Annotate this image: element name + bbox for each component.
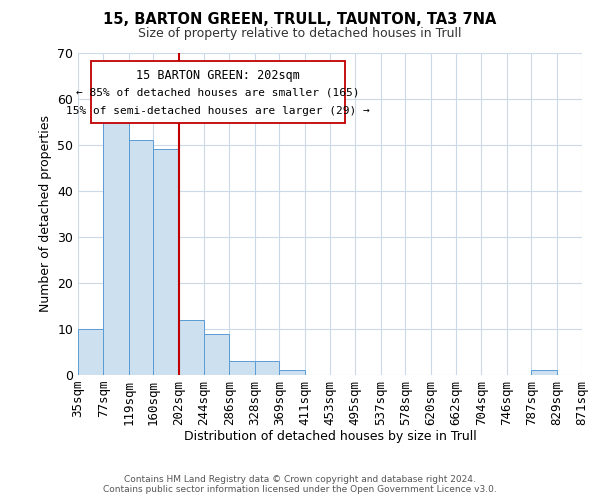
- Text: Size of property relative to detached houses in Trull: Size of property relative to detached ho…: [138, 28, 462, 40]
- Bar: [254, 361, 280, 375]
- Text: 15, BARTON GREEN, TRULL, TAUNTON, TA3 7NA: 15, BARTON GREEN, TRULL, TAUNTON, TA3 7N…: [103, 12, 497, 28]
- Bar: [179, 320, 204, 375]
- Bar: [78, 329, 103, 375]
- Text: 15% of semi-detached houses are larger (29) →: 15% of semi-detached houses are larger (…: [66, 106, 370, 116]
- X-axis label: Distribution of detached houses by size in Trull: Distribution of detached houses by size …: [184, 430, 476, 444]
- Y-axis label: Number of detached properties: Number of detached properties: [38, 116, 52, 312]
- Bar: [154, 149, 179, 375]
- Bar: [280, 370, 305, 375]
- Bar: [532, 370, 557, 375]
- Bar: [229, 361, 254, 375]
- Bar: [103, 112, 128, 375]
- Bar: [204, 334, 229, 375]
- Text: 15 BARTON GREEN: 202sqm: 15 BARTON GREEN: 202sqm: [136, 68, 300, 82]
- FancyBboxPatch shape: [91, 60, 345, 124]
- Text: ← 85% of detached houses are smaller (165): ← 85% of detached houses are smaller (16…: [76, 87, 359, 97]
- Text: Contains HM Land Registry data © Crown copyright and database right 2024.
Contai: Contains HM Land Registry data © Crown c…: [103, 474, 497, 494]
- Bar: [128, 140, 154, 375]
